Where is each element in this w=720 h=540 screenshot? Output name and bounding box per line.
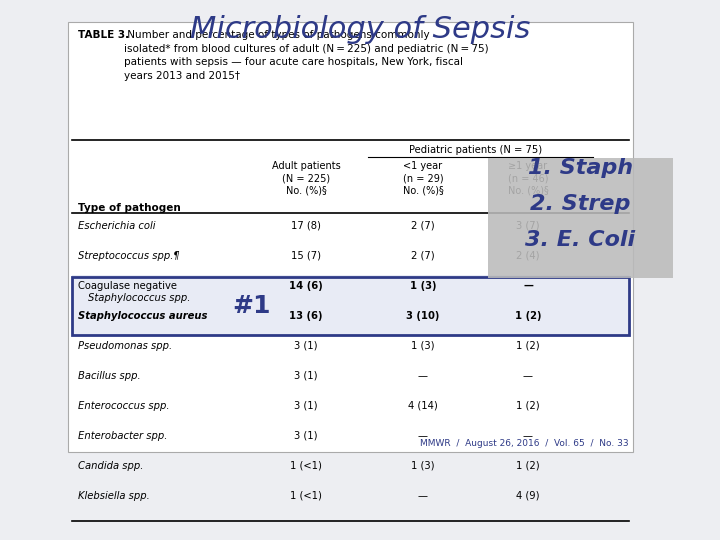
Text: Staphylococcus spp.: Staphylococcus spp.	[88, 293, 190, 303]
Text: 4 (14): 4 (14)	[408, 401, 438, 411]
Text: Number and percentage of types of pathogens commonly
isolated* from blood cultur: Number and percentage of types of pathog…	[124, 30, 489, 81]
Text: 3. E. Coli: 3. E. Coli	[526, 230, 636, 250]
Text: 4 (9): 4 (9)	[516, 491, 540, 501]
Text: 2 (7): 2 (7)	[411, 251, 435, 261]
Text: 17 (8): 17 (8)	[291, 221, 321, 231]
Text: 1 (3): 1 (3)	[411, 461, 435, 471]
Text: —: —	[523, 431, 533, 441]
Text: Type of pathogen: Type of pathogen	[78, 203, 181, 213]
Text: 1 (3): 1 (3)	[410, 281, 436, 291]
Text: Pediatric patients (N = 75): Pediatric patients (N = 75)	[409, 145, 542, 155]
Text: TABLE 3.: TABLE 3.	[78, 30, 129, 40]
Text: ≥1 year
(n = 46)
No. (%)§: ≥1 year (n = 46) No. (%)§	[508, 161, 549, 196]
Text: 3 (10): 3 (10)	[406, 311, 440, 321]
Text: 2. Strep: 2. Strep	[531, 194, 631, 214]
Bar	[68, 22, 633, 452]
Text: 3 (1): 3 (1)	[294, 401, 318, 411]
Text: —: —	[418, 371, 428, 381]
Text: 1 (<1): 1 (<1)	[290, 461, 322, 471]
Bar	[72, 275, 629, 314]
Text: 13 (6): 13 (6)	[289, 311, 323, 321]
Text: Candida spp.: Candida spp.	[78, 461, 143, 471]
Text: Pseudomonas spp.: Pseudomonas spp.	[78, 341, 172, 351]
Text: Enterobacter spp.: Enterobacter spp.	[78, 431, 167, 441]
Text: —: —	[418, 431, 428, 441]
Text: Escherichia coli: Escherichia coli	[78, 221, 156, 231]
Text: <1 year
(n = 29)
No. (%)§: <1 year (n = 29) No. (%)§	[402, 161, 444, 196]
Text: 3 (1): 3 (1)	[294, 371, 318, 381]
Text: 15 (7): 15 (7)	[291, 251, 321, 261]
Text: —: —	[523, 371, 533, 381]
Text: MMWR  /  August 26, 2016  /  Vol. 65  /  No. 33: MMWR / August 26, 2016 / Vol. 65 / No. 3…	[420, 439, 629, 448]
Text: 3 (7): 3 (7)	[516, 221, 540, 231]
Text: 2 (4): 2 (4)	[516, 251, 540, 261]
Text: Coagulase negative: Coagulase negative	[78, 281, 177, 291]
Text: 1 (<1): 1 (<1)	[290, 491, 322, 501]
Text: Staphylococcus aureus: Staphylococcus aureus	[78, 311, 207, 321]
Text: Microbiology of Sepsis: Microbiology of Sepsis	[190, 16, 530, 44]
Text: Adult patients
(N = 225)
No. (%)§: Adult patients (N = 225) No. (%)§	[271, 161, 341, 196]
Text: #1: #1	[232, 294, 270, 318]
Bar	[72, 277, 629, 335]
Text: 3 (1): 3 (1)	[294, 341, 318, 351]
Text: 1 (2): 1 (2)	[515, 311, 541, 321]
Text: 14 (6): 14 (6)	[289, 281, 323, 291]
Bar	[72, 305, 629, 335]
Text: 3 (1): 3 (1)	[294, 431, 318, 441]
Text: 1 (2): 1 (2)	[516, 341, 540, 351]
Text: 1 (3): 1 (3)	[411, 341, 435, 351]
Bar	[488, 158, 673, 278]
Text: Streptococcus spp.¶: Streptococcus spp.¶	[78, 251, 180, 261]
Text: Klebsiella spp.: Klebsiella spp.	[78, 491, 150, 501]
Text: 2 (7): 2 (7)	[411, 221, 435, 231]
Text: 1 (2): 1 (2)	[516, 401, 540, 411]
Text: 1. Staph: 1. Staph	[528, 158, 633, 178]
Text: 1 (2): 1 (2)	[516, 461, 540, 471]
Text: Bacillus spp.: Bacillus spp.	[78, 371, 140, 381]
Text: Enterococcus spp.: Enterococcus spp.	[78, 401, 169, 411]
Text: —: —	[523, 281, 533, 291]
Text: —: —	[418, 491, 428, 501]
